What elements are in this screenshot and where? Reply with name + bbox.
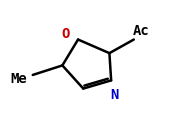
Text: N: N xyxy=(110,88,119,102)
Text: O: O xyxy=(62,27,70,41)
Text: Me: Me xyxy=(10,72,27,86)
Text: Ac: Ac xyxy=(132,24,149,38)
